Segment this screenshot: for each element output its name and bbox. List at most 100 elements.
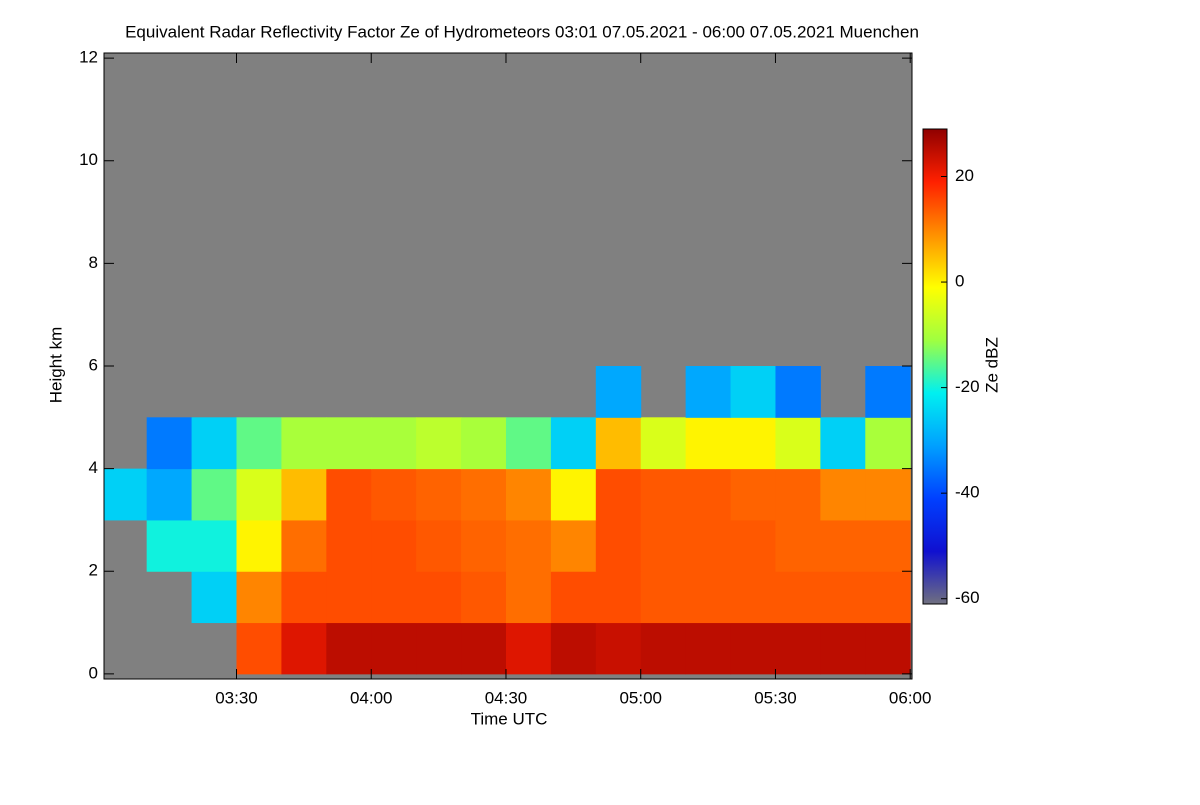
heatmap-cell — [371, 417, 417, 470]
heatmap-cell — [371, 622, 417, 675]
heatmap-cell — [461, 519, 507, 572]
heatmap-cell — [550, 519, 597, 572]
x-tick-label: 04:30 — [485, 688, 528, 707]
heatmap-cell — [191, 571, 237, 624]
y-tick-label: 12 — [79, 48, 98, 67]
x-tick-label: 04:00 — [350, 688, 393, 707]
heatmap-cell — [416, 622, 462, 675]
heatmap-cell — [281, 417, 327, 470]
x-tick-label: 05:00 — [619, 688, 662, 707]
heatmap-cell — [685, 622, 732, 675]
heatmap-cell — [461, 417, 507, 470]
heatmap-cell — [595, 417, 642, 470]
heatmap-cell — [371, 468, 417, 521]
y-axis-label: Height km — [46, 327, 65, 404]
heatmap-cell — [865, 417, 911, 470]
y-tick-label: 6 — [89, 355, 98, 374]
heatmap-cell — [640, 622, 687, 675]
heatmap-cell — [146, 468, 193, 521]
heatmap-cell — [416, 417, 462, 470]
heatmap-cell — [550, 417, 597, 470]
heatmap-cell — [775, 366, 821, 418]
heatmap-cell — [595, 622, 642, 675]
heatmap-cell — [191, 417, 237, 470]
heatmap-cell — [326, 571, 372, 624]
heatmap-cell — [416, 519, 462, 572]
heatmap-cell — [775, 622, 821, 675]
heatmap-cell — [191, 468, 237, 521]
x-tick-label: 06:00 — [889, 688, 932, 707]
heatmap-cell — [326, 468, 372, 521]
heatmap-cell — [640, 417, 687, 470]
heatmap-cell — [550, 468, 597, 521]
y-tick-label: 10 — [79, 150, 98, 169]
heatmap-cell — [730, 571, 776, 624]
heatmap-cell — [281, 468, 327, 521]
heatmap-cell — [236, 622, 282, 675]
x-axis-label: Time UTC — [471, 709, 548, 728]
heatmap-cell — [865, 519, 911, 572]
heatmap-cell — [281, 622, 327, 675]
heatmap-cell — [685, 468, 732, 521]
heatmap-cell — [550, 622, 597, 675]
heatmap-cell — [820, 622, 866, 675]
heatmap-cell — [685, 519, 732, 572]
heatmap-cell — [730, 622, 776, 675]
heatmap-cell — [104, 468, 148, 521]
heatmap-cell — [505, 622, 552, 675]
heatmap-cell — [685, 366, 732, 418]
heatmap-cell — [550, 571, 597, 624]
heatmap-cell — [730, 417, 776, 470]
heatmap-cell — [146, 417, 193, 470]
heatmap-cell — [685, 571, 732, 624]
heatmap-cell — [640, 468, 687, 521]
heatmap-cell — [820, 417, 866, 470]
heatmap-cell — [326, 622, 372, 675]
heatmap-cell — [281, 519, 327, 572]
heatmap-cell — [730, 468, 776, 521]
heatmap-cell — [461, 571, 507, 624]
heatmap-cell — [775, 417, 821, 470]
colorbar-tick-label: 0 — [955, 272, 964, 291]
y-tick-label: 8 — [89, 253, 98, 272]
heatmap-cell — [236, 417, 282, 470]
colorbar-tick-label: -20 — [955, 377, 980, 396]
heatmap-cell — [191, 519, 237, 572]
colorbar-tick-label: 20 — [955, 166, 974, 185]
heatmap-cell — [281, 571, 327, 624]
y-tick-label: 4 — [89, 458, 98, 477]
heatmap-cell — [326, 417, 372, 470]
heatmap-cell — [820, 571, 866, 624]
heatmap-cell — [595, 366, 642, 418]
heatmap-cell — [595, 519, 642, 572]
colorbar-tick-label: -40 — [955, 483, 980, 502]
colorbar-tick-label: -60 — [955, 588, 980, 607]
heatmap-cell — [505, 417, 552, 470]
heatmap-cell — [775, 468, 821, 521]
heatmap-cell — [730, 519, 776, 572]
chart-title: Equivalent Radar Reflectivity Factor Ze … — [125, 22, 919, 41]
heatmap-cell — [865, 366, 911, 418]
heatmap-cell — [236, 519, 282, 572]
heatmap-cell — [865, 468, 911, 521]
heatmap-cell — [461, 622, 507, 675]
heatmap-cell — [640, 571, 687, 624]
heatmap-cell — [505, 468, 552, 521]
heatmap-cell — [595, 571, 642, 624]
heatmap-cell — [595, 468, 642, 521]
heatmap-cell — [685, 417, 732, 470]
heatmap-cell — [461, 468, 507, 521]
heatmap-cell — [730, 366, 776, 418]
heatmap-cell — [371, 519, 417, 572]
heatmap-cell — [146, 519, 193, 572]
heatmap-cell — [775, 519, 821, 572]
heatmap-cell — [505, 571, 552, 624]
heatmap-cell — [505, 519, 552, 572]
heatmap — [104, 366, 911, 675]
heatmap-cell — [416, 571, 462, 624]
heatmap-cell — [236, 571, 282, 624]
heatmap-cell — [775, 571, 821, 624]
heatmap-cell — [820, 468, 866, 521]
x-tick-label: 03:30 — [215, 688, 258, 707]
colorbar-label: Ze dBZ — [982, 337, 1001, 393]
